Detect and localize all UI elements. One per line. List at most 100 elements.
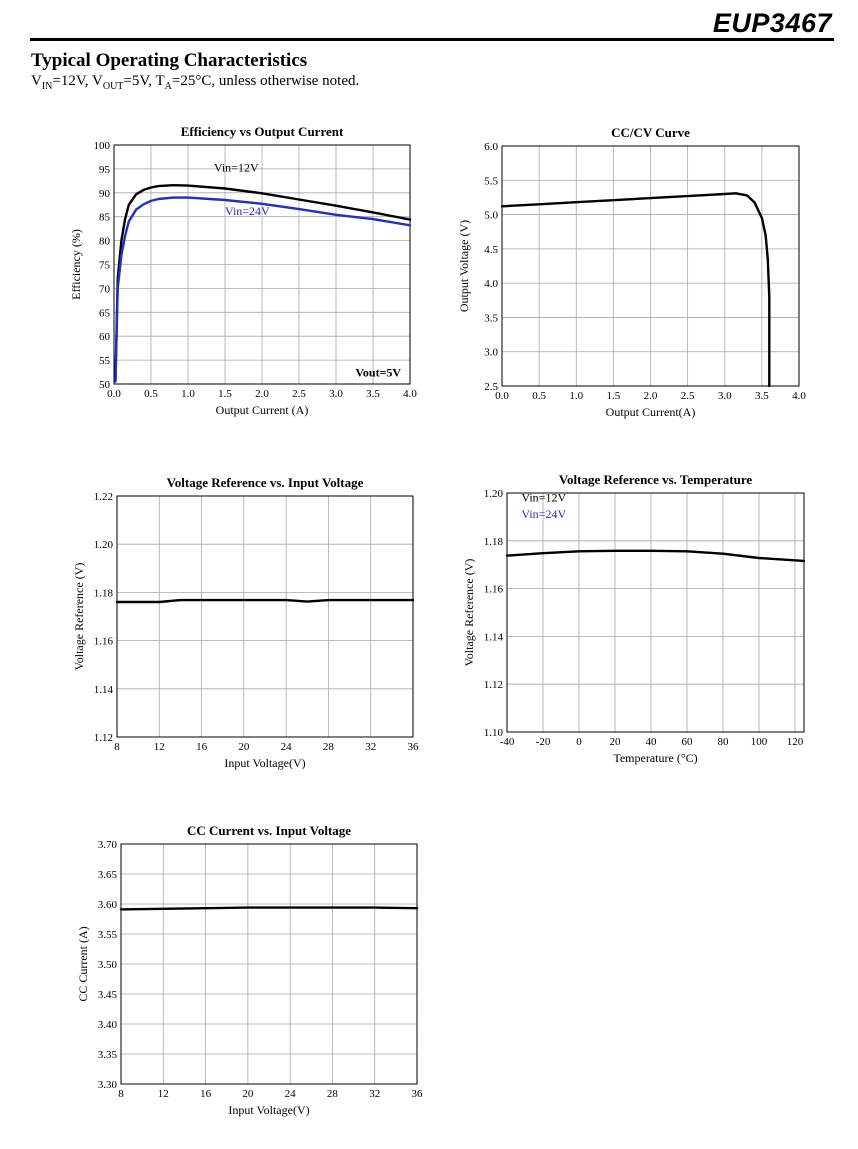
y-tick-label: 1.20: [484, 488, 504, 500]
x-tick-label: 3.0: [329, 388, 343, 400]
series-line-0: [119, 906, 419, 911]
cc-cv-chart: CC/CV Curve 0.0 0.5 1.0 1.5 2.0 2.5 3.0 3.5 4.0 2.…: [457, 125, 806, 419]
x-tick-label: 2.5: [292, 388, 306, 400]
x-tick-label: 0.0: [495, 390, 509, 402]
y-axis-label: Voltage Reference (V): [462, 559, 476, 667]
x-tick-label: 32: [365, 741, 376, 753]
ta-subscript: A: [164, 81, 172, 92]
vref-vs-temperature-chart: Voltage Reference vs. Temperature -40 -20 0…: [462, 472, 806, 765]
y-tick-label: 1.14: [484, 631, 504, 643]
x-tick-label: 2.5: [681, 390, 695, 402]
y-axis-label: Output Voltage (V): [457, 220, 471, 312]
vout-symbol: V: [92, 73, 103, 89]
plot-frame: [116, 495, 414, 738]
y-tick-label: 75: [99, 260, 111, 272]
x-axis-label: Temperature (°C): [613, 751, 697, 765]
chart-title: CC Current vs. Input Voltage: [187, 823, 351, 838]
x-tick-label: 28: [327, 1088, 339, 1100]
ta-symbol: T: [155, 73, 165, 89]
x-tick-label: -40: [500, 736, 515, 748]
y-tick-label: 5.0: [484, 210, 498, 222]
y-tick-label: 3.35: [98, 1049, 118, 1061]
x-tick-label: 12: [154, 741, 165, 753]
section-title: Typical Operating Characteristics: [31, 50, 308, 71]
y-tick-label: 3.55: [98, 929, 118, 941]
x-tick-label: 60: [682, 736, 694, 748]
x-tick-label: 8: [114, 741, 120, 753]
y-tick-label: 3.40: [98, 1019, 118, 1031]
y-tick-label: 3.30: [98, 1079, 118, 1091]
y-tick-label: 95: [99, 164, 111, 176]
y-tick-label: 3.60: [98, 899, 118, 911]
x-tick-label: 1.0: [569, 390, 583, 402]
x-tick-label: 40: [646, 736, 658, 748]
plot-frame: [501, 145, 800, 387]
x-axis-label: Output Current(A): [606, 405, 696, 419]
y-tick-label: 4.0: [484, 278, 498, 290]
y-tick-label: 85: [99, 212, 111, 224]
x-tick-label: 32: [369, 1088, 380, 1100]
y-tick-label: 3.50: [98, 959, 118, 971]
y-tick-label: 1.12: [484, 679, 503, 691]
x-axis-label: Input Voltage(V): [224, 756, 305, 770]
y-tick-label: 2.5: [484, 381, 498, 393]
y-tick-label: 100: [94, 140, 111, 152]
chart-title: Efficiency vs Output Current: [181, 124, 344, 139]
vout-subscript: OUT: [102, 81, 124, 92]
y-tick-label: 1.18: [94, 587, 114, 599]
plot-frame: [506, 492, 805, 733]
y-tick-label: 90: [99, 188, 111, 200]
y-tick-label: 3.5: [484, 312, 498, 324]
x-tick-label: 3.5: [366, 388, 380, 400]
x-tick-label: 24: [281, 741, 293, 753]
x-tick-label: 28: [323, 741, 335, 753]
annotation-label: Vin=12V: [214, 160, 259, 174]
x-tick-label: 36: [412, 1088, 424, 1100]
y-tick-label: 6.0: [484, 141, 498, 153]
y-tick-label: 1.10: [484, 727, 504, 739]
x-tick-label: 0.5: [532, 390, 546, 402]
y-tick-label: 3.70: [98, 839, 118, 851]
chart-title: CC/CV Curve: [611, 125, 690, 140]
series-line-1: [114, 196, 412, 383]
y-tick-label: 1.22: [94, 491, 113, 503]
x-tick-label: 100: [751, 736, 768, 748]
ta-value: =25°C, unless otherwise noted.: [171, 73, 360, 89]
vin-value: =12V,: [52, 73, 92, 89]
x-tick-label: 36: [408, 741, 420, 753]
y-tick-label: 55: [99, 355, 111, 367]
x-tick-label: 80: [718, 736, 730, 748]
x-tick-label: 0.0: [107, 388, 121, 400]
vin-subscript: IN: [41, 81, 53, 92]
y-tick-label: 4.5: [484, 244, 498, 256]
x-tick-label: 1.5: [218, 388, 232, 400]
y-tick-label: 1.16: [484, 584, 504, 596]
y-tick-label: 70: [99, 283, 111, 295]
y-tick-label: 1.20: [94, 539, 114, 551]
x-tick-label: -20: [536, 736, 551, 748]
chart-title: Voltage Reference vs. Input Voltage: [167, 475, 364, 490]
plot-frame: [113, 144, 411, 385]
x-tick-label: 20: [610, 736, 622, 748]
x-tick-label: 120: [787, 736, 804, 748]
y-tick-label: 1.16: [94, 636, 114, 648]
x-tick-label: 16: [196, 741, 208, 753]
y-tick-label: 3.65: [98, 869, 118, 881]
vout-value: =5V,: [123, 73, 156, 89]
x-tick-label: 4.0: [403, 388, 417, 400]
y-axis-label: CC Current (A): [76, 926, 90, 1001]
y-tick-label: 1.12: [94, 732, 113, 744]
chart-title: Voltage Reference vs. Temperature: [559, 472, 753, 487]
x-tick-label: 20: [238, 741, 250, 753]
x-tick-label: 16: [200, 1088, 212, 1100]
annotation-label: Vin=12V: [521, 490, 566, 504]
y-tick-label: 3.45: [98, 989, 118, 1001]
x-tick-label: 4.0: [792, 390, 806, 402]
x-tick-label: 3.0: [718, 390, 732, 402]
x-axis-label: Output Current (A): [216, 403, 309, 417]
y-tick-label: 65: [99, 307, 111, 319]
y-tick-label: 1.18: [484, 536, 504, 548]
header-rule: [30, 38, 834, 41]
annotation-label: Vin=24V: [521, 507, 566, 521]
x-tick-label: 0: [576, 736, 582, 748]
